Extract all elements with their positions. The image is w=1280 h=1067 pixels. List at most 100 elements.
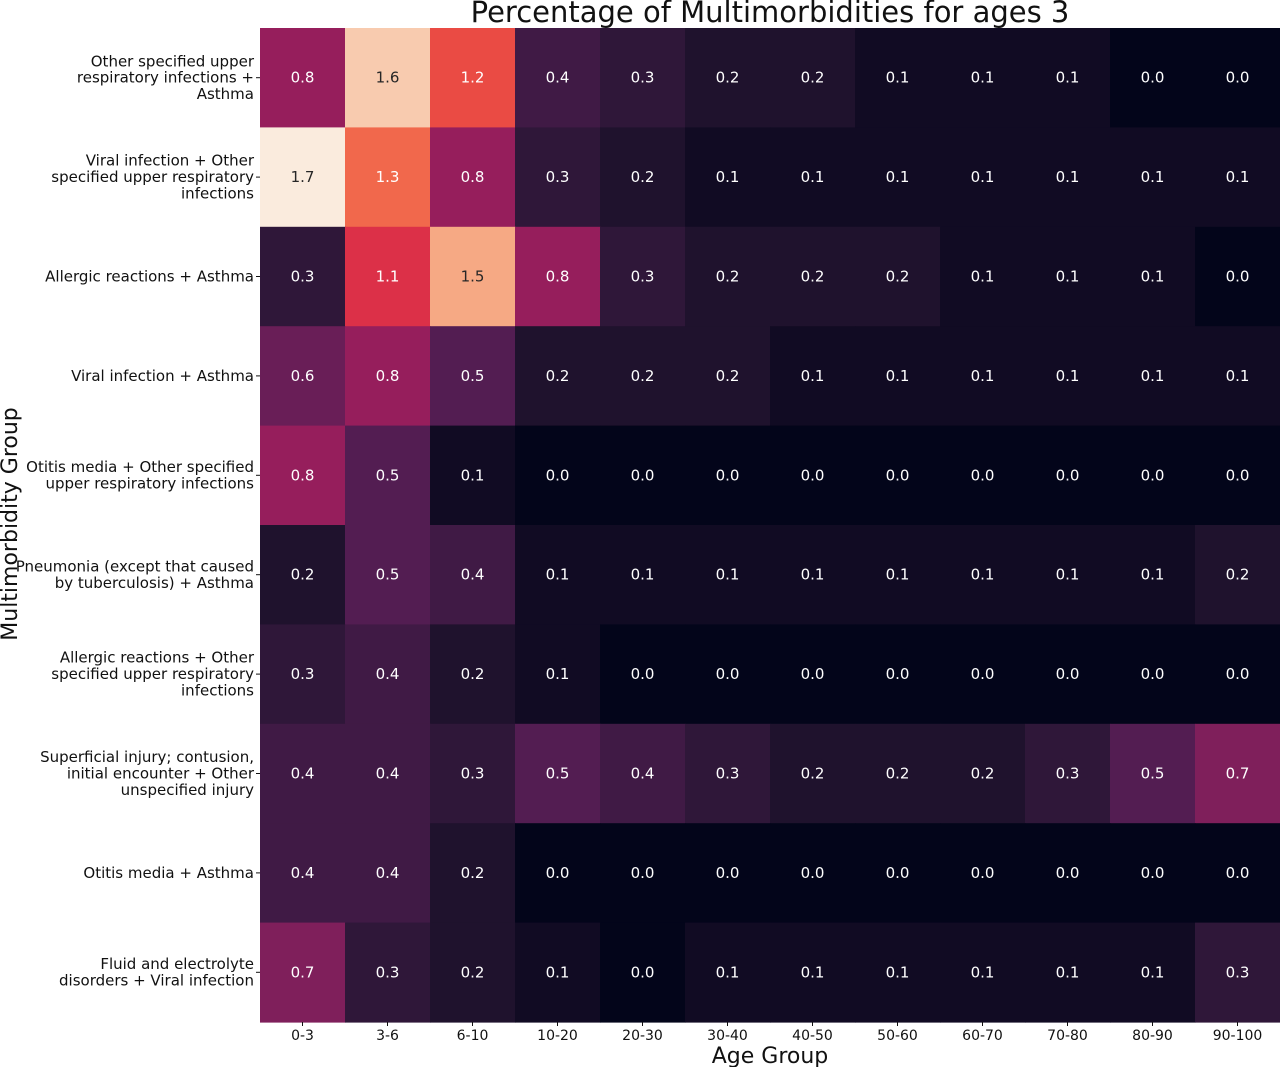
cell-value-label: 0.3 — [631, 268, 655, 286]
cell-value-label: 0.0 — [1141, 466, 1165, 484]
cell-value-label: 0.1 — [801, 168, 825, 186]
y-tick-label: Fluid and electrolyte disorders + Viral i… — [59, 955, 254, 989]
heatmap-cell — [345, 922, 431, 1023]
cell-value-label: 0.0 — [1226, 69, 1250, 87]
heatmap-cell — [260, 723, 346, 824]
x-tick-label: 90-100 — [1213, 1028, 1263, 1044]
cell-value-label: 0.1 — [1141, 566, 1165, 584]
chart-title: Percentage of Multimorbidities for ages … — [471, 0, 1070, 29]
cell-value-label: 0.2 — [1226, 566, 1250, 584]
y-tick-label: Viral infection + Other specified upper r… — [51, 152, 255, 203]
heatmap-cell — [855, 425, 941, 526]
heatmap-cell — [855, 723, 941, 824]
cell-value-label: 0.5 — [546, 765, 570, 783]
cell-value-label: 0.3 — [1226, 963, 1250, 981]
y-tick-label: Superficial injury; contusion, initial en… — [40, 748, 255, 799]
cell-value-label: 0.2 — [716, 268, 740, 286]
heatmap-cell — [515, 922, 601, 1023]
cell-value-label: 0.1 — [886, 69, 910, 87]
heatmap-cell — [1195, 922, 1280, 1023]
cell-value-label: 0.1 — [1141, 963, 1165, 981]
x-tick-label: 6-10 — [457, 1028, 489, 1044]
heatmap-cell — [1110, 226, 1196, 327]
cell-value-label: 0.1 — [716, 963, 740, 981]
y-tick-label-line: Allergic reactions + Asthma — [45, 268, 254, 286]
cell-value-label: 0.2 — [631, 168, 655, 186]
heatmap-cell — [855, 624, 941, 725]
heatmap-cell — [345, 624, 431, 725]
y-tick-label-line: Otitis media + Asthma — [83, 864, 254, 882]
cell-value-label: 1.3 — [376, 168, 400, 186]
cell-value-label: 0.1 — [971, 367, 995, 385]
heatmap-cell — [940, 723, 1026, 824]
heatmap-cell — [940, 425, 1026, 526]
heatmap-cell — [855, 28, 941, 128]
cell-value-label: 0.7 — [1226, 765, 1250, 783]
y-tick-label: Viral infection + Asthma — [71, 367, 254, 385]
cell-value-label: 0.1 — [631, 566, 655, 584]
y-tick-label: Pneumonia (except that caused by tubercul… — [16, 558, 254, 592]
cell-value-label: 0.1 — [546, 566, 570, 584]
heatmap-cell — [1110, 723, 1196, 824]
heatmap-cell — [260, 28, 346, 128]
cell-value-label: 0.3 — [716, 765, 740, 783]
x-tick-labels: 0-3 3-6 6-10 10-20 20-30 30-40 40-50 50-60 60-70… — [291, 1022, 1262, 1044]
heatmap-cell — [515, 823, 601, 924]
heatmap-cell — [1025, 28, 1111, 128]
cell-value-label: 0.8 — [291, 466, 315, 484]
y-tick-label-line: disorders + Viral infection — [59, 972, 254, 990]
y-tick-label-line: upper respiratory infections — [46, 475, 255, 493]
cell-value-label: 0.2 — [631, 367, 655, 385]
cell-value-label: 0.0 — [801, 864, 825, 882]
heatmap-cell — [600, 326, 686, 427]
cell-value-label: 0.1 — [1226, 168, 1250, 186]
heatmap-cell — [855, 823, 941, 924]
cell-value-label: 0.2 — [801, 268, 825, 286]
heatmap-cell — [1110, 525, 1196, 625]
heatmap-cell — [600, 127, 686, 228]
heatmap-cell — [685, 823, 771, 924]
heatmap-cell — [685, 127, 771, 228]
heatmap-cell — [515, 624, 601, 725]
heatmap-cell — [515, 226, 601, 327]
cell-value-label: 0.0 — [631, 864, 655, 882]
heatmap-cell — [770, 127, 856, 228]
heatmap-cell — [260, 823, 346, 924]
cell-value-label: 0.4 — [376, 765, 400, 783]
heatmap-cell — [1195, 823, 1280, 924]
cell-value-label: 0.8 — [376, 367, 400, 385]
heatmap-cell — [515, 127, 601, 228]
heatmap-cell — [260, 922, 346, 1023]
heatmap-cell — [770, 922, 856, 1023]
cell-value-label: 1.7 — [291, 168, 315, 186]
x-tick-label: 80-90 — [1132, 1028, 1173, 1044]
cell-value-label: 0.0 — [886, 665, 910, 683]
cell-value-label: 0.3 — [546, 168, 570, 186]
cell-value-label: 0.2 — [886, 268, 910, 286]
cell-value-label: 0.4 — [291, 864, 315, 882]
x-tick-label: 20-30 — [622, 1028, 663, 1044]
heatmap-cell — [260, 425, 346, 526]
cell-value-label: 0.0 — [1226, 864, 1250, 882]
cell-value-label: 0.0 — [546, 466, 570, 484]
cell-value-label: 0.1 — [801, 367, 825, 385]
heatmap-cell — [940, 28, 1026, 128]
heatmap-cell — [940, 226, 1026, 327]
heatmap-cell — [1195, 525, 1280, 625]
heatmap-cell — [345, 823, 431, 924]
heatmap-cell — [345, 326, 431, 427]
cell-value-label: 0.0 — [1056, 864, 1080, 882]
y-tick-label-line: Superficial injury; contusion, — [40, 748, 254, 766]
cell-value-label: 0.0 — [886, 466, 910, 484]
cell-value-label: 0.1 — [886, 566, 910, 584]
heatmap-cell — [1025, 226, 1111, 327]
cell-value-label: 0.4 — [291, 765, 315, 783]
cell-value-label: 0.3 — [376, 963, 400, 981]
cell-value-label: 0.1 — [1056, 566, 1080, 584]
cell-value-label: 0.0 — [631, 665, 655, 683]
heatmap-cell — [260, 624, 346, 725]
y-tick-label-line: Viral infection + Other — [86, 152, 255, 170]
cell-value-label: 0.1 — [546, 665, 570, 683]
heatmap-cell — [1025, 425, 1111, 526]
cell-value-label: 0.4 — [376, 665, 400, 683]
